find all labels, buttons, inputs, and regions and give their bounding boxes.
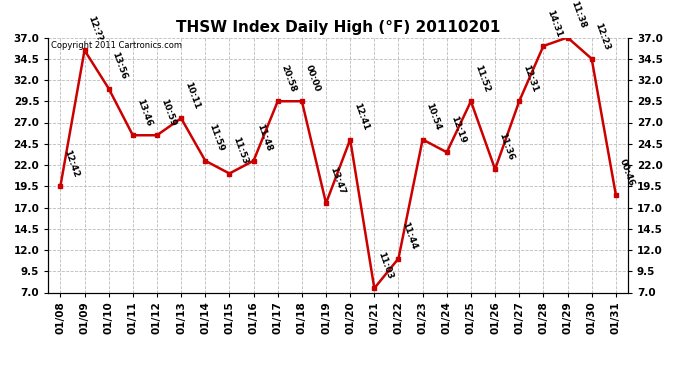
- Text: 11:44: 11:44: [400, 220, 419, 251]
- Text: 11:59: 11:59: [207, 123, 226, 153]
- Text: 13:56: 13:56: [110, 51, 129, 81]
- Text: 14:31: 14:31: [545, 8, 564, 38]
- Text: 00:46: 00:46: [618, 157, 636, 187]
- Text: 10:59: 10:59: [159, 98, 177, 128]
- Text: 11:38: 11:38: [569, 0, 588, 30]
- Text: 10:11: 10:11: [183, 81, 201, 111]
- Text: 12:23: 12:23: [593, 21, 612, 51]
- Text: 20:58: 20:58: [279, 64, 298, 94]
- Text: 12:42: 12:42: [62, 148, 81, 178]
- Text: 11:53: 11:53: [231, 136, 250, 166]
- Text: 11:03: 11:03: [376, 251, 395, 280]
- Text: 11:48: 11:48: [255, 123, 274, 153]
- Text: 13:47: 13:47: [328, 165, 346, 196]
- Text: 12:31: 12:31: [521, 64, 540, 94]
- Text: 11:36: 11:36: [497, 132, 515, 162]
- Text: 12:??: 12:??: [86, 15, 104, 43]
- Text: 13:46: 13:46: [135, 98, 153, 128]
- Text: 00:00: 00:00: [304, 64, 322, 94]
- Text: 12:41: 12:41: [352, 102, 371, 132]
- Text: 10:54: 10:54: [424, 102, 443, 132]
- Text: Copyright 2011 Cartronics.com: Copyright 2011 Cartronics.com: [51, 41, 182, 50]
- Text: 12:19: 12:19: [448, 114, 467, 145]
- Text: 11:52: 11:52: [473, 64, 491, 94]
- Title: THSW Index Daily High (°F) 20110201: THSW Index Daily High (°F) 20110201: [176, 20, 500, 35]
